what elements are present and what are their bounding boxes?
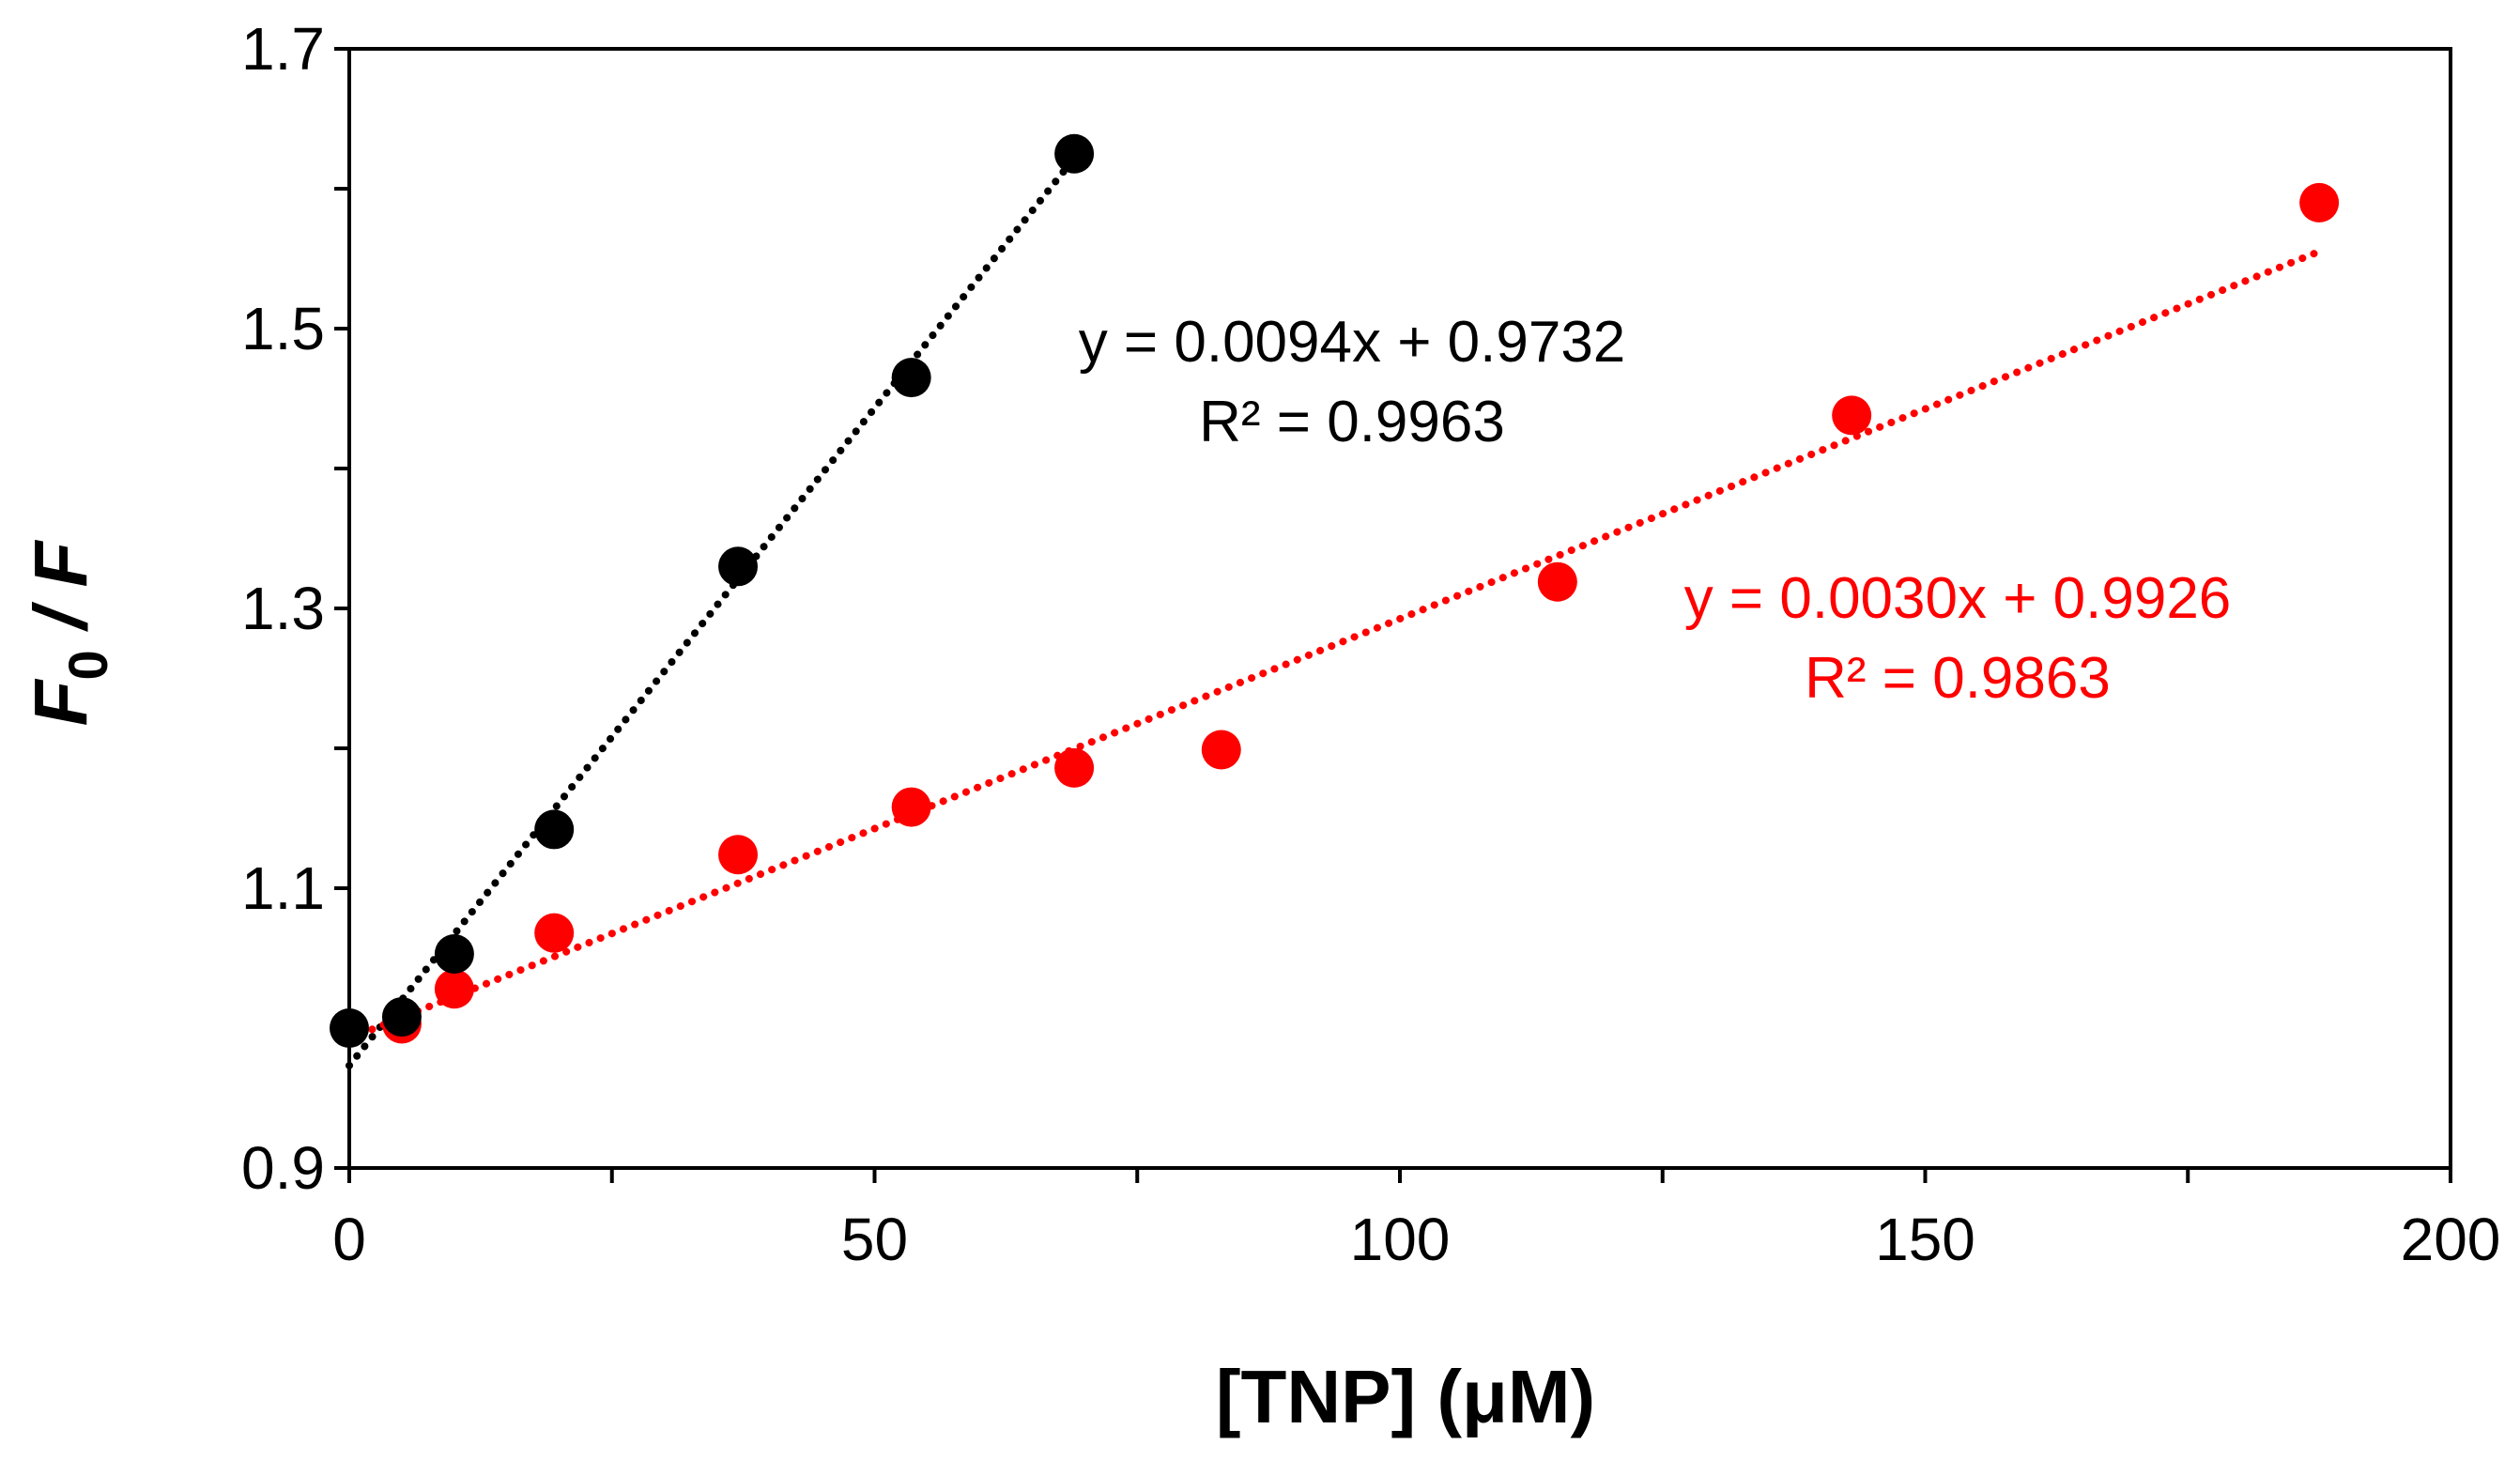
y-tick-label: 1.3: [241, 575, 325, 642]
trendlines: [346, 154, 2324, 1069]
data-point-red: [1054, 747, 1095, 788]
x-tick-label: 150: [1875, 1206, 1975, 1273]
y-tick-label: 1.5: [241, 295, 325, 362]
x-tick-label: 0: [332, 1206, 366, 1273]
y-tick-label: 1.1: [241, 854, 325, 922]
data-point-black: [1054, 133, 1095, 174]
y-axis-title-rest: / F: [19, 540, 102, 651]
y-tick-label: 1.7: [241, 15, 325, 83]
data-point-red: [891, 787, 931, 827]
data-point-black: [330, 1008, 369, 1048]
data-point-red: [1832, 395, 1872, 436]
data-point-black: [891, 358, 931, 398]
data-point-red: [434, 969, 474, 1009]
x-axis-title: [TNP] (μM): [1216, 1355, 1595, 1438]
data-point-red: [1201, 730, 1241, 770]
data-point-black: [381, 997, 422, 1037]
trendline-black: [346, 154, 1079, 1069]
trendline-red: [346, 247, 2324, 1043]
data-point-black: [718, 546, 759, 587]
x-tick-label: 200: [2401, 1206, 2501, 1273]
data-point-red: [534, 913, 575, 953]
y-axis-title: F0 / F: [19, 540, 119, 727]
data-point-black: [534, 809, 575, 850]
y-tick-label: 0.9: [241, 1134, 325, 1202]
equation-black: y = 0.0094x + 0.9732: [1079, 310, 1626, 375]
data-point-red: [2299, 182, 2340, 223]
data-point-black: [434, 934, 474, 975]
r2-black: R² = 0.9963: [1199, 390, 1505, 454]
data-points: [330, 133, 2340, 1048]
y-axis-title-sub: 0: [58, 650, 119, 680]
data-point-red: [1537, 561, 1577, 602]
x-tick-label: 50: [841, 1206, 908, 1273]
data-point-red: [718, 835, 759, 875]
r2-red: R² = 0.9863: [1805, 646, 2111, 711]
x-tick-label: 100: [1350, 1206, 1451, 1273]
y-axis-title-main: F: [19, 678, 102, 726]
equation-red: y = 0.0030x + 0.9926: [1684, 566, 2232, 631]
plot-frame: 0 50 100 150 200 0.9 1.1 1.3 1.5 1.7: [241, 15, 2500, 1273]
